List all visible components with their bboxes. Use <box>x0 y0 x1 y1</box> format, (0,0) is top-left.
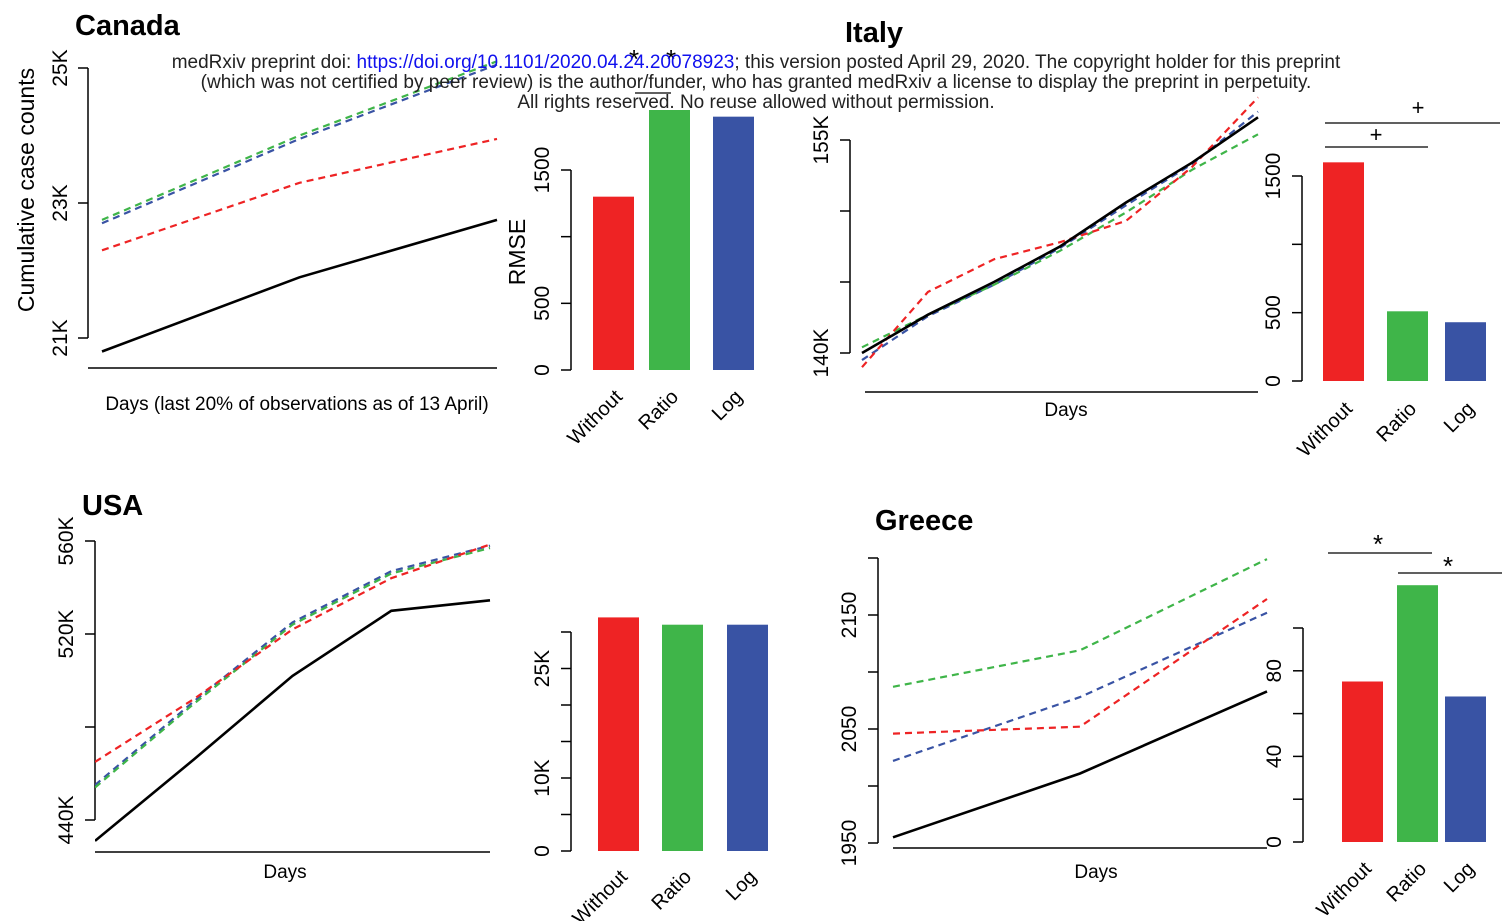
usa-ratio-series-line <box>95 546 491 789</box>
usa-category-label: Log <box>722 866 761 905</box>
greece-log-series-line <box>892 611 1268 762</box>
greece-y-tick-label: 2050 <box>838 706 861 753</box>
header-line-1: medRxiv preprint doi: https://doi.org/10… <box>0 53 1512 73</box>
usa-without-series-line <box>95 543 491 763</box>
italy-significance-marker: + <box>1370 122 1383 147</box>
greece-ratio-series-line <box>892 558 1268 688</box>
greece-bar-y-tick-label: 0 <box>1263 836 1286 848</box>
usa-x-axis-title: Days <box>263 862 306 883</box>
italy-bar-panel: 0 500 1500 Without Ratio Log + + <box>1262 95 1500 461</box>
italy-without-bar <box>1323 162 1364 381</box>
usa-y-tick-label: 560K <box>55 516 78 565</box>
italy-log-bar <box>1445 322 1486 381</box>
canada-without-series-line <box>101 137 498 252</box>
italy-bar-y-tick-label: 1500 <box>1262 153 1285 200</box>
italy-y-tick-label: 140K <box>810 328 833 377</box>
italy-ratio-bar <box>1387 311 1428 381</box>
italy-bar-y-tick-label: 500 <box>1262 295 1285 330</box>
usa-without-bar <box>598 617 639 851</box>
usa-bar-panel: 0 10K 25K Without Ratio Log <box>531 617 768 921</box>
canada-actual-series-line <box>101 218 498 353</box>
usa-category-label: Ratio <box>647 866 696 915</box>
usa-title: USA <box>82 490 143 522</box>
canada-x-axis-title: Days (last 20% of observations as of 13 … <box>105 394 488 415</box>
header-doi-suffix: ; this version posted April 29, 2020. Th… <box>734 52 1341 73</box>
greece-bar-y-tick-label: 80 <box>1263 659 1286 682</box>
italy-ratio-series-line <box>861 133 1259 349</box>
canada-category-label: Without <box>564 386 628 450</box>
usa-line-panel: USA Days 440K 520K 560K <box>55 490 491 883</box>
greece-title: Greece <box>875 505 973 537</box>
usa-log-bar <box>727 624 768 851</box>
header-doi-prefix: medRxiv preprint doi: <box>171 52 357 73</box>
y-axis-title: Cumulative case counts <box>13 68 39 312</box>
greece-ratio-bar <box>1397 585 1438 842</box>
italy-line-panel: Italy Days 140K 155K <box>810 17 1259 421</box>
header-line-3: All rights reserved. No reuse allowed wi… <box>517 92 995 113</box>
usa-actual-series-line <box>95 599 491 842</box>
usa-y-tick-label: 440K <box>55 795 78 844</box>
canada-bar-y-tick-label: 500 <box>531 286 554 321</box>
greece-bar-y-tick-label: 40 <box>1263 745 1286 768</box>
greece-category-label: Log <box>1440 858 1479 897</box>
greece-y-tick-label: 1950 <box>838 820 861 867</box>
header-line-2: (which was not certified by peer review)… <box>200 72 1312 93</box>
usa-log-series-line <box>95 544 491 786</box>
italy-y-tick-label: 155K <box>810 115 833 164</box>
greece-significance-marker: * <box>1443 551 1453 581</box>
italy-category-label: Log <box>1440 398 1479 437</box>
canada-significance-marker: * <box>629 44 639 74</box>
usa-bar-y-tick-label: 25K <box>531 650 554 687</box>
greece-bar-panel: 0 40 80 Without Ratio Log * * <box>1263 529 1502 921</box>
doi-link[interactable]: https://doi.org/10.1101/2020.04.24.20078… <box>356 52 735 73</box>
greece-without-bar <box>1342 681 1383 842</box>
greece-log-bar <box>1445 696 1486 842</box>
rmse-axis-title: RMSE <box>504 219 530 285</box>
canada-without-bar <box>593 196 634 370</box>
italy-category-label: Ratio <box>1372 398 1421 447</box>
greece-x-axis-title: Days <box>1074 862 1117 883</box>
italy-log-series-line <box>861 110 1259 362</box>
preprint-header: medRxiv preprint doi: https://doi.org/10… <box>0 53 1512 113</box>
greece-significance-marker: * <box>1373 529 1383 559</box>
greece-category-label: Ratio <box>1382 858 1431 907</box>
italy-significance-marker: + <box>1412 95 1425 120</box>
usa-ratio-bar <box>662 624 703 851</box>
canada-line-panel: Canada Cumulative case counts Days (last… <box>13 10 498 415</box>
italy-category-label: Without <box>1294 398 1358 462</box>
canada-bar-panel: RMSE 0 500 1500 Without Ratio Log * * <box>504 44 754 449</box>
greece-actual-series-line <box>892 690 1268 839</box>
canada-y-tick-label: 25K <box>49 49 72 86</box>
usa-category-label: Without <box>569 866 633 921</box>
canada-category-label: Ratio <box>634 386 683 435</box>
italy-actual-series-line <box>861 116 1259 355</box>
italy-bar-y-tick-label: 0 <box>1262 375 1285 387</box>
italy-without-series-line <box>861 96 1259 368</box>
greece-line-panel: Greece Days 1950 2050 2150 <box>838 505 1268 883</box>
usa-y-tick-label: 520K <box>55 609 78 658</box>
canada-y-tick-label: 21K <box>49 319 72 356</box>
canada-category-label: Log <box>708 386 747 425</box>
canada-bar-y-tick-label: 1500 <box>531 147 554 194</box>
greece-without-series-line <box>892 598 1268 735</box>
canada-log-bar <box>713 116 754 371</box>
canada-title: Canada <box>75 10 181 42</box>
canada-ratio-bar <box>649 110 690 370</box>
greece-y-tick-label: 2150 <box>838 592 861 639</box>
canada-bar-y-tick-label: 0 <box>531 364 554 376</box>
italy-title: Italy <box>845 17 903 49</box>
canada-y-tick-label: 23K <box>49 184 72 221</box>
italy-x-axis-title: Days <box>1044 400 1087 421</box>
greece-category-label: Without <box>1313 858 1377 921</box>
usa-bar-y-tick-label: 10K <box>531 759 554 796</box>
usa-bar-y-tick-label: 0 <box>531 845 554 857</box>
canada-significance-marker: * <box>666 44 676 74</box>
